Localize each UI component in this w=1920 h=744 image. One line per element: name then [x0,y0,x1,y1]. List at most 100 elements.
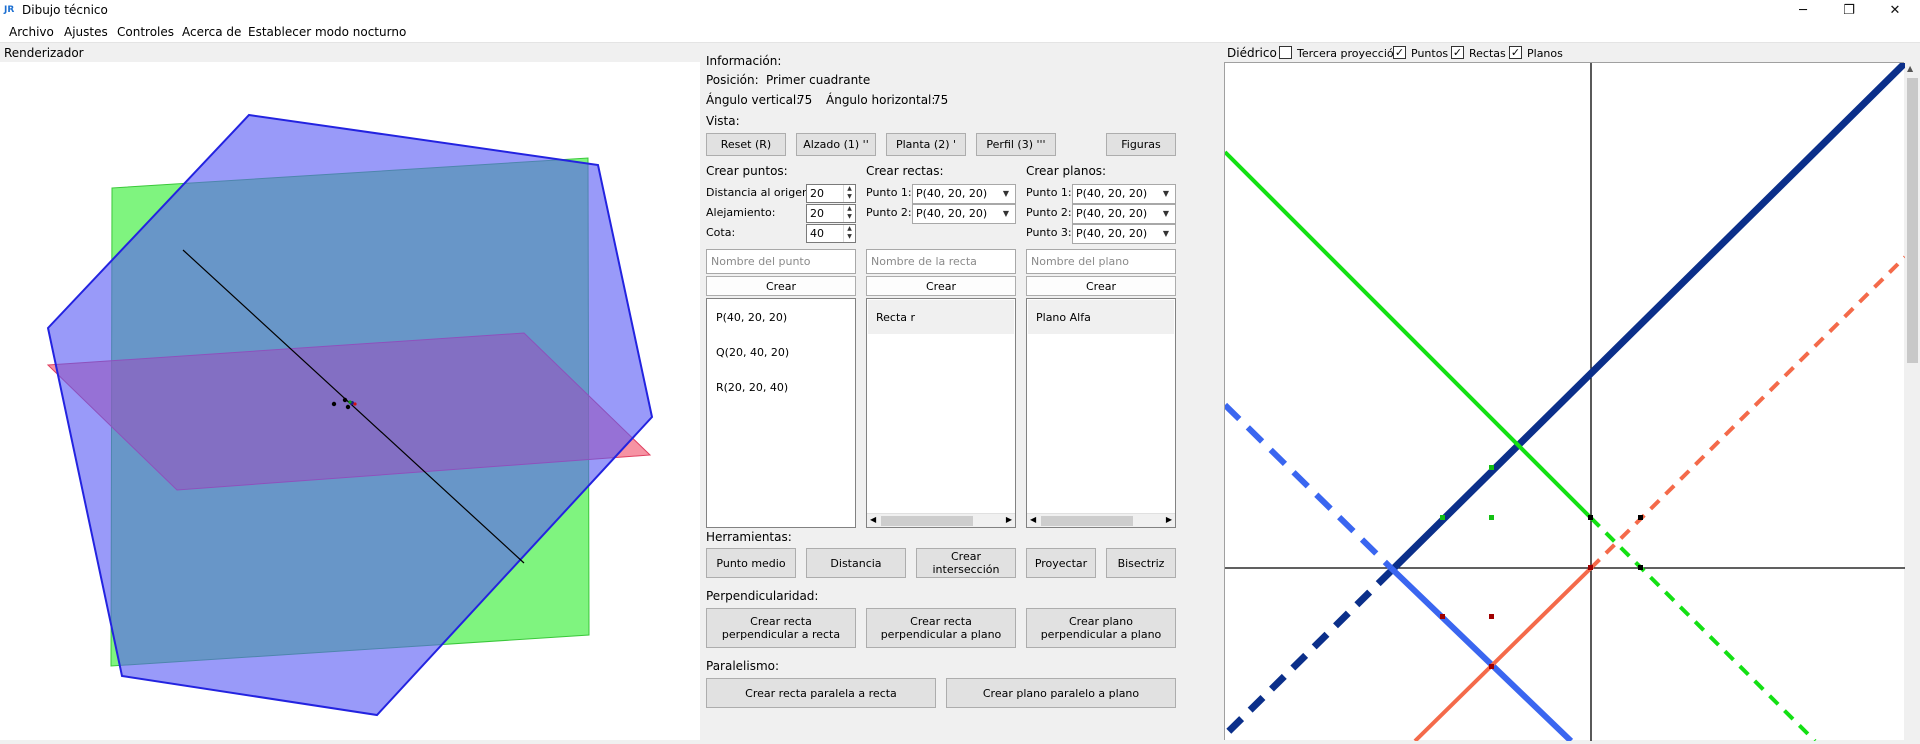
parallel-line-button[interactable]: Crear recta paralela a recta [706,678,936,708]
menu-acerca-de[interactable]: Acerca de [182,25,242,39]
scroll-left-icon[interactable]: ◀ [870,515,877,524]
chevron-down-icon: ▼ [1162,209,1169,218]
list-item[interactable]: Q(20, 40, 20) [716,346,790,359]
plane-point2-value: P(40, 20, 20) [1076,207,1148,220]
point-name-input[interactable]: Nombre del punto [706,249,856,274]
plane-name-input[interactable]: Nombre del plano [1026,249,1176,274]
line-point1-value: P(40, 20, 20) [916,187,988,200]
scroll-thumb[interactable] [1907,78,1918,363]
alzado-button[interactable]: Alzado (1) '' [796,133,876,156]
perpendicular-line-to-line-button[interactable]: Crear recta perpendicular a recta [706,608,856,648]
line-blue-dashed [1222,402,1394,571]
point-green [1489,465,1494,470]
horizontal-scrollbar[interactable]: ◀ ▶ [867,513,1015,527]
line-orange-dashed [1589,255,1907,570]
planos-label: Planos [1527,47,1563,60]
lines-list[interactable]: Recta r ◀ ▶ [866,298,1016,528]
cota-label: Cota: [706,226,736,239]
plane-point1-select[interactable]: P(40, 20, 20) ▼ [1072,184,1176,204]
scroll-thumb[interactable] [1041,516,1133,526]
plane-point3-label: Punto 3: [1026,226,1072,239]
minimize-icon[interactable]: ─ [1799,3,1807,18]
chevron-down-icon: ▼ [1002,209,1009,218]
bisect-button[interactable]: Bisectriz [1106,548,1176,578]
figuras-button[interactable]: Figuras [1106,133,1176,156]
plane-point2-select[interactable]: P(40, 20, 20) ▼ [1072,204,1176,224]
perfil-button[interactable]: Perfil (3) ''' [976,133,1056,156]
renderer-canvas[interactable] [0,62,700,740]
close-icon[interactable]: ✕ [1889,3,1901,18]
scroll-left-icon[interactable]: ◀ [1030,515,1037,524]
spin-arrows-icon[interactable]: ▲ ▼ [843,205,855,222]
project-button[interactable]: Proyectar [1026,548,1096,578]
list-item[interactable]: R(20, 20, 40) [716,381,789,394]
scroll-up-icon[interactable]: ▲ [1907,64,1914,73]
puntos-checkbox[interactable]: ✓ [1393,46,1406,59]
alejamiento-spinbox[interactable]: 20 ▲ ▼ [806,204,856,223]
distance-spinbox[interactable]: 20 ▲ ▼ [806,184,856,203]
planes-list[interactable]: Plano Alfa ◀ ▶ [1026,298,1176,528]
renderer-svg[interactable] [0,62,700,740]
menu-archivo[interactable]: Archivo [9,25,54,39]
menu-modo-nocturno[interactable]: Establecer modo nocturno [248,25,407,39]
distance-value: 20 [810,187,824,200]
menu-controles[interactable]: Controles [117,25,175,39]
intersection-button[interactable]: Crear intersección [916,548,1016,578]
chevron-down-icon: ▼ [1162,229,1169,238]
line-point2-select[interactable]: P(40, 20, 20) ▼ [912,204,1016,224]
app-icon: JR [4,5,15,15]
diedrico-title: Diédrico [1227,46,1277,60]
rectas-checkbox[interactable]: ✓ [1451,46,1464,59]
tercera-checkbox[interactable] [1279,46,1292,59]
scroll-right-icon[interactable]: ▶ [1165,515,1172,524]
horizontal-angle-value: 75 [933,93,949,107]
line-green-dashed [1589,516,1817,743]
list-item[interactable]: P(40, 20, 20) [716,311,788,324]
list-item[interactable]: Recta r [876,311,916,324]
line-point2-value: P(40, 20, 20) [916,207,988,220]
horizontal-scrollbar[interactable]: ◀ ▶ [1027,513,1175,527]
plane-point3-select[interactable]: P(40, 20, 20) ▼ [1072,224,1176,244]
cota-spinbox[interactable]: 40 ▲ ▼ [806,224,856,243]
diedrico-canvas[interactable] [1222,60,1908,744]
maximize-icon[interactable]: ❐ [1843,3,1855,18]
create-plane-button[interactable]: Crear [1026,276,1176,296]
reset-button[interactable]: Reset (R) [706,133,786,156]
point-green [1440,515,1445,520]
button-line: Crear recta [750,615,812,628]
perpendicular-line-to-plane-button[interactable]: Crear recta perpendicular a plano [866,608,1016,648]
point-marker [345,404,351,410]
selected-row-highlight [868,300,1014,334]
diedrico-svg[interactable] [1222,60,1908,744]
menu-ajustes[interactable]: Ajustes [64,25,108,39]
planta-button[interactable]: Planta (2) ' [886,133,966,156]
scroll-right-icon[interactable]: ▶ [1005,515,1012,524]
rectas-label: Rectas [1469,47,1506,60]
line-orange [1413,566,1593,743]
button-line: perpendicular a recta [721,628,841,641]
distance-button[interactable]: Distancia [806,548,906,578]
planos-checkbox[interactable]: ✓ [1509,46,1522,59]
puntos-label: Puntos [1411,47,1449,60]
vertical-angle-label: Ángulo vertical: [706,93,801,107]
window-title: Dibujo técnico [22,3,108,17]
parallel-plane-button[interactable]: Crear plano paralelo a plano [946,678,1176,708]
points-list[interactable]: P(40, 20, 20) Q(20, 40, 20) R(20, 20, 40… [706,298,856,528]
line-name-input[interactable]: Nombre de la recta [866,249,1016,274]
lines-heading: Crear rectas: [866,164,944,178]
create-point-button[interactable]: Crear [706,276,856,296]
points-heading: Crear puntos: [706,164,788,178]
info-heading: Información: [706,54,782,68]
spin-arrows-icon[interactable]: ▲ ▼ [843,185,855,202]
point-marker [342,397,348,403]
create-line-button[interactable]: Crear [866,276,1016,296]
scroll-thumb[interactable] [881,516,973,526]
perpendicular-plane-to-plane-button[interactable]: Crear plano perpendicular a plano [1026,608,1176,648]
midpoint-button[interactable]: Punto medio [706,548,796,578]
spin-arrows-icon[interactable]: ▲ ▼ [843,225,855,242]
point-marker [331,401,337,407]
line-point1-select[interactable]: P(40, 20, 20) ▼ [912,184,1016,204]
line-r-3d [182,249,525,564]
tercera-label: Tercera proyección [1297,47,1401,60]
list-item[interactable]: Plano Alfa [1036,311,1091,324]
